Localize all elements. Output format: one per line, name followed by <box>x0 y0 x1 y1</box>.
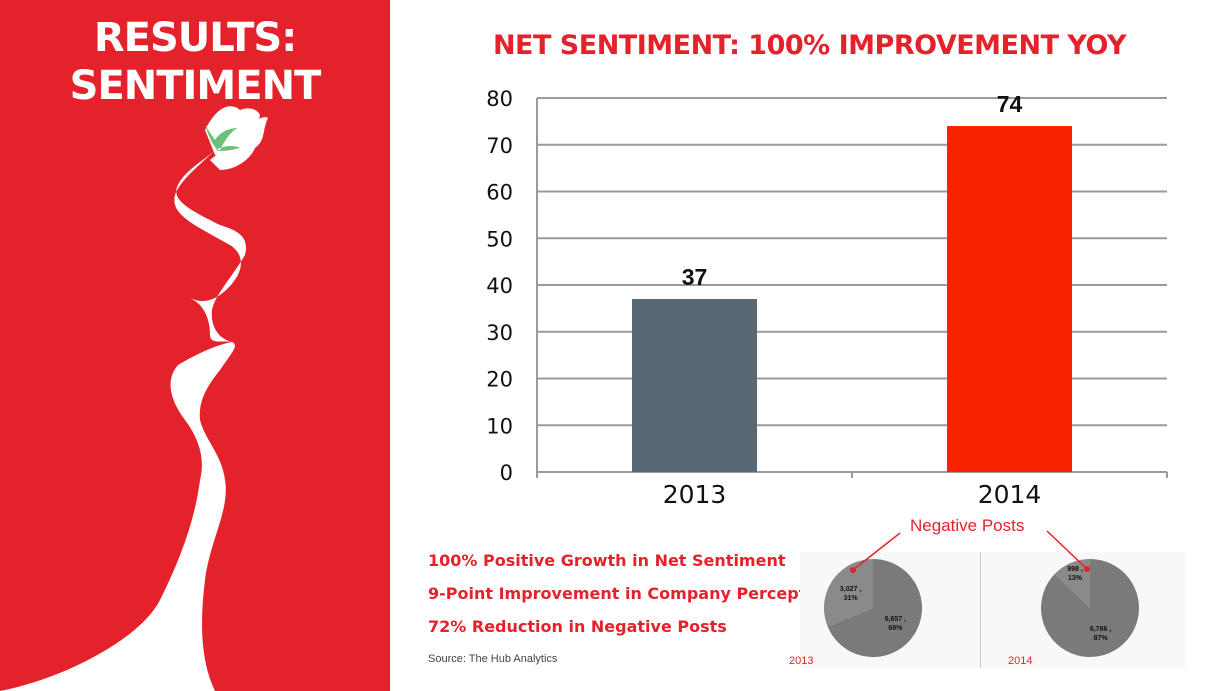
section-title: RESULTS: SENTIMENT <box>0 14 390 110</box>
pointer-line-2013 <box>852 532 901 571</box>
pie-percent-label: 31% <box>844 595 859 602</box>
y-tick-label: 0 <box>500 461 513 485</box>
y-tick-label: 30 <box>486 321 513 345</box>
x-tick-label: 2014 <box>978 480 1042 509</box>
y-tick-label: 60 <box>486 181 513 205</box>
stat-negative-reduction: 72% Reduction in Negative Posts <box>428 617 727 636</box>
pie-2013-year: 2013 <box>789 655 814 667</box>
y-tick-label: 10 <box>486 414 513 438</box>
flower-illustration <box>0 106 268 691</box>
y-tick-label: 80 <box>486 87 513 111</box>
pie-value-label: 3,027 , <box>840 586 861 593</box>
data-label: 37 <box>682 264 708 290</box>
pie-slice-2013 <box>824 559 873 627</box>
chart-title: NET SENTIMENT: 100% IMPROVEMENT YOY <box>492 30 1127 61</box>
pie-divider <box>980 552 981 668</box>
y-tick-label: 40 <box>486 274 513 298</box>
negative-posts-label: Negative Posts <box>910 516 1025 535</box>
pie-value-label: 6,786 , <box>1090 626 1111 633</box>
pie-percent-label: 13% <box>1068 575 1083 582</box>
data-label: 74 <box>997 91 1023 117</box>
stat-perception: 9-Point Improvement in Company Perceptio… <box>428 584 835 603</box>
y-tick-label: 20 <box>486 368 513 392</box>
pie-percent-label: 69% <box>888 625 903 632</box>
negative-marker-dot <box>1084 566 1090 572</box>
pie-value-label: 998 , <box>1067 566 1083 573</box>
negative-marker-dot <box>850 567 856 573</box>
pie-slice-2014 <box>1040 559 1139 657</box>
pie-value-label: 6,657 , <box>885 616 906 623</box>
pointer-line-2014 <box>1046 530 1088 570</box>
source-note: Source: The Hub Analytics <box>428 653 558 665</box>
pie-2014-year: 2014 <box>1008 655 1033 667</box>
pie-slice-2013 <box>827 559 923 657</box>
section-title-line2: SENTIMENT <box>69 63 322 109</box>
pie-percent-label: 87% <box>1094 635 1109 642</box>
y-tick-label: 70 <box>486 134 513 158</box>
section-title-line1: RESULTS: <box>93 15 297 61</box>
bar-2013 <box>632 299 757 472</box>
y-tick-label: 50 <box>486 227 513 251</box>
bar-2014 <box>947 126 1072 473</box>
x-tick-label: 2013 <box>663 480 727 509</box>
left-panel: RESULTS: SENTIMENT <box>0 0 390 691</box>
stat-positive-growth: 100% Positive Growth in Net Sentiment <box>428 551 786 570</box>
pie-slice-2014 <box>1054 559 1090 608</box>
